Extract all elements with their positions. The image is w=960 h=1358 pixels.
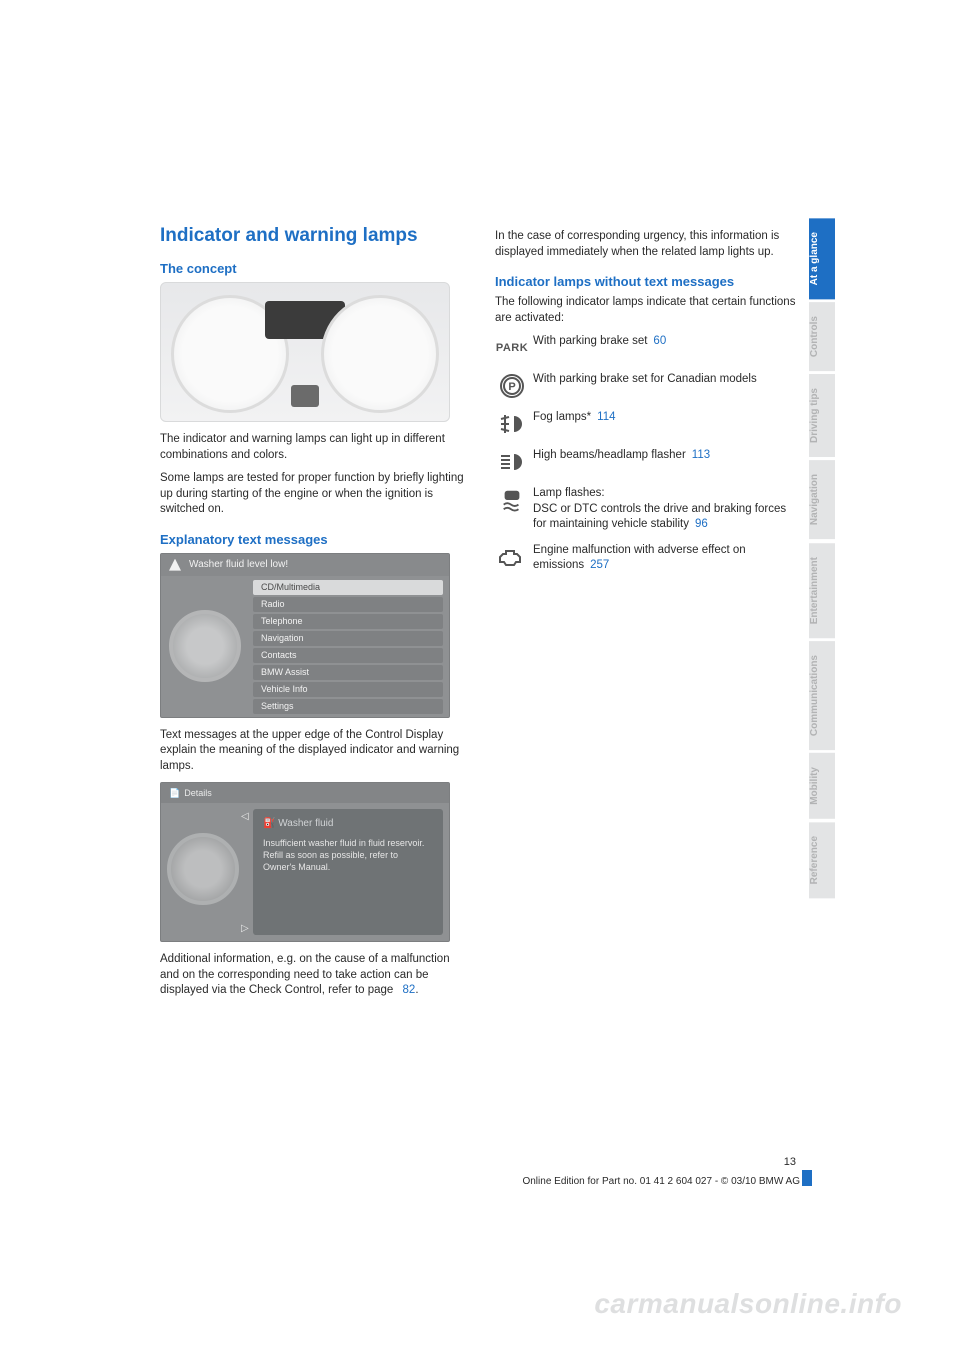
menu-item: BMW Assist — [253, 665, 443, 680]
page-ref-link[interactable]: 60 — [653, 335, 666, 347]
tab-controls[interactable]: Controls — [809, 302, 835, 371]
menu-item: Navigation — [253, 631, 443, 646]
menu-warning-bar: Washer fluid level low! — [161, 554, 449, 576]
explain-p2: Additional information, e.g. on the caus… — [160, 952, 465, 999]
menu-item: Contacts — [253, 648, 443, 663]
nav-left-icon: ◁ — [241, 811, 253, 823]
concept-p2: Some lamps are tested for proper functio… — [160, 471, 465, 518]
menu-item: CD/Multimedia — [253, 580, 443, 595]
concept-p1: The indicator and warning lamps can ligh… — [160, 432, 465, 463]
tab-driving-tips[interactable]: Driving tips — [809, 374, 835, 457]
park-circle-icon: P — [495, 372, 529, 400]
washer-icon: ⛽ — [263, 818, 275, 829]
watermark: carmanualsonline.info — [594, 1288, 902, 1320]
detail-title: Washer fluid — [278, 818, 333, 829]
page-ref-link[interactable]: 82 — [403, 984, 416, 996]
indicator-text: Fog lamps* — [533, 411, 591, 423]
page-ref-link[interactable]: 96 — [695, 518, 708, 530]
menu-item: Telephone — [253, 614, 443, 629]
explain-p2b: . — [415, 984, 418, 996]
page-footer: 13 Online Edition for Part no. 01 41 2 6… — [160, 1170, 800, 1196]
page-ref-link[interactable]: 113 — [692, 449, 710, 461]
menu-list: CD/Multimedia Radio Telephone Navigation… — [253, 576, 449, 717]
indicator-text: High beams/headlamp flasher — [533, 449, 686, 461]
dsc-icon — [495, 486, 529, 514]
page-ref-link[interactable]: 114 — [597, 411, 615, 423]
page: Indicator and warning lamps The concept … — [0, 0, 960, 1358]
park-text-icon: PARK — [495, 334, 529, 362]
instrument-cluster-figure — [160, 282, 450, 422]
menu-item: Radio — [253, 597, 443, 612]
indicator-row: P With parking brake set for Canadian mo… — [495, 372, 800, 400]
menu-item: Vehicle Info — [253, 682, 443, 697]
idrive-knob-icon — [169, 610, 241, 682]
explain-p1: Text messages at the upper edge of the C… — [160, 728, 465, 775]
page-ref-link[interactable]: 257 — [590, 559, 609, 571]
warning-triangle-icon — [169, 559, 181, 571]
high-beam-icon — [495, 448, 529, 476]
tab-entertainment[interactable]: Entertainment — [809, 543, 835, 638]
svg-text:P: P — [508, 381, 515, 393]
right-column: In the case of corresponding urgency, th… — [495, 225, 800, 1007]
page-number: 13 — [784, 1156, 796, 1168]
nav-right-icon: ▷ — [241, 923, 253, 935]
tab-navigation[interactable]: Navigation — [809, 460, 835, 539]
detail-topbar: 📄Details — [161, 783, 449, 803]
footer-line: Online Edition for Part no. 01 41 2 604 … — [522, 1176, 800, 1187]
page-number-marker — [802, 1170, 812, 1186]
page-title: Indicator and warning lamps — [160, 225, 465, 247]
indicator-row: Fog lamps* 114 — [495, 410, 800, 438]
explain-heading: Explanatory text messages — [160, 532, 465, 547]
tab-at-a-glance[interactable]: At a glance — [809, 218, 835, 299]
menu-item: Settings — [253, 699, 443, 714]
menu-warning-text: Washer fluid level low! — [189, 559, 288, 570]
concept-heading: The concept — [160, 261, 465, 276]
content-columns: Indicator and warning lamps The concept … — [160, 225, 800, 1007]
indicator-row: High beams/headlamp flasher 113 — [495, 448, 800, 476]
indicator-row: Lamp flashes:DSC or DTC controls the dri… — [495, 486, 800, 533]
right-lead: The following indicator lamps indicate t… — [495, 295, 800, 326]
indicator-text: With parking brake set — [533, 335, 647, 347]
detail-panel: ⛽ Washer fluid Insufficient washer fluid… — [253, 809, 443, 935]
detail-body: Insufficient washer fluid in fluid reser… — [263, 837, 433, 873]
fog-lamp-icon — [495, 410, 529, 438]
right-heading: Indicator lamps without text messages — [495, 274, 800, 289]
indicator-text: Lamp flashes:DSC or DTC controls the dri… — [529, 486, 800, 533]
indicator-row: PARK With parking brake set 60 — [495, 334, 800, 362]
side-tabs: At a glance Controls Driving tips Naviga… — [809, 218, 835, 901]
tab-communications[interactable]: Communications — [809, 641, 835, 750]
indicator-text: Engine malfunction with adverse effect o… — [533, 544, 746, 572]
tab-reference[interactable]: Reference — [809, 822, 835, 898]
tab-mobility[interactable]: Mobility — [809, 753, 835, 819]
right-intro: In the case of corresponding urgency, th… — [495, 229, 800, 260]
left-column: Indicator and warning lamps The concept … — [160, 225, 465, 1007]
idrive-knob-icon — [167, 833, 239, 905]
idrive-menu-figure: Washer fluid level low! CD/Multimedia Ra… — [160, 553, 450, 718]
engine-icon — [495, 543, 529, 571]
indicator-row: Engine malfunction with adverse effect o… — [495, 543, 800, 574]
idrive-detail-figure: 📄Details ◁ ▷ ⛽ Washer fluid Insufficient… — [160, 782, 450, 942]
indicator-text: With parking brake set for Canadian mode… — [533, 373, 757, 385]
detail-topbar-label: Details — [184, 788, 212, 798]
